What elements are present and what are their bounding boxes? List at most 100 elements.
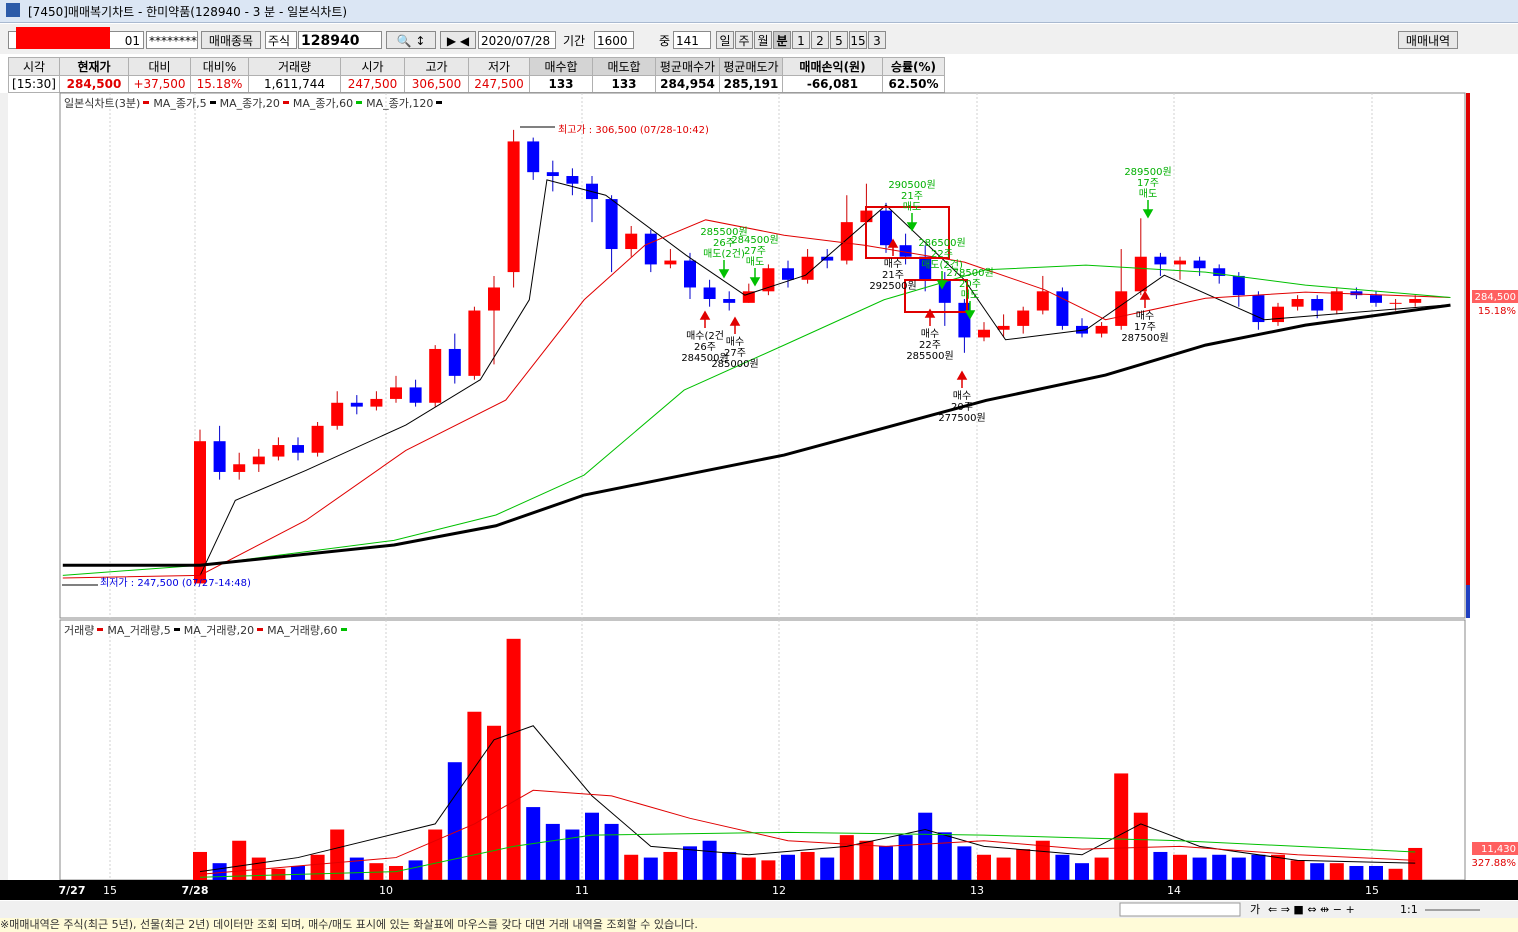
candle-body bbox=[507, 141, 520, 273]
candle-body bbox=[1134, 256, 1147, 292]
date[interactable]: 2020/07/28 bbox=[478, 31, 556, 49]
buy-label: 매수 bbox=[1136, 310, 1154, 322]
search-tools[interactable]: 🔍 ↕ bbox=[386, 31, 436, 49]
market[interactable]: 주식 bbox=[265, 31, 297, 49]
price-pct: 15.18% bbox=[1478, 306, 1516, 317]
code[interactable]: 128940 bbox=[298, 31, 382, 49]
candle-body bbox=[527, 141, 540, 173]
x-tick-label: 7/28 bbox=[182, 884, 209, 897]
ma-line bbox=[62, 303, 1451, 567]
volume-ma-line bbox=[199, 725, 1416, 873]
candle-body bbox=[233, 464, 246, 472]
legend-swatch bbox=[97, 628, 104, 631]
sell-label: 286500원 bbox=[918, 237, 965, 249]
unit-button[interactable]: 분 bbox=[773, 31, 791, 49]
footer: ※매매내역은 주식(최근 5년), 선물(최근 2년) 데이터만 조회 되며, … bbox=[0, 918, 1518, 932]
mid[interactable]: 141 bbox=[673, 31, 711, 49]
info-header: 매도합 bbox=[592, 57, 656, 76]
volume-bar bbox=[1369, 865, 1383, 880]
volume-bar bbox=[663, 851, 678, 880]
unit-button[interactable]: 주 bbox=[735, 31, 753, 49]
buy-label: 매수(2건 bbox=[686, 330, 724, 342]
sell-label: 22주 bbox=[931, 249, 953, 260]
candle-body bbox=[488, 287, 500, 311]
candle-body bbox=[997, 325, 1010, 330]
range-bar-red bbox=[1466, 93, 1470, 585]
buy-label: 26주 bbox=[694, 342, 716, 353]
scroll-label: 1:1 bbox=[1400, 903, 1418, 916]
unit-button[interactable]: 15 bbox=[849, 31, 867, 49]
volume-bar bbox=[1192, 857, 1207, 880]
info-value: 62.50% bbox=[882, 75, 945, 93]
info-value: 284,500 bbox=[59, 75, 129, 93]
volume-label: 11,430 bbox=[1481, 844, 1516, 855]
window-title: [7450]매매복기차트 - 한미약품(128940 - 3 분 - 일본식차트… bbox=[28, 5, 348, 19]
candle-body bbox=[390, 387, 402, 399]
buy-arrow bbox=[887, 238, 899, 256]
candle-body bbox=[1370, 295, 1382, 303]
candle-body bbox=[448, 348, 461, 376]
volume-bar bbox=[330, 829, 345, 880]
buy-arrow bbox=[956, 370, 968, 388]
volume-bar bbox=[781, 854, 795, 880]
period[interactable]: 1600 bbox=[594, 31, 634, 49]
legend-swatch bbox=[209, 101, 216, 104]
legend-swatch bbox=[173, 628, 180, 631]
scroll-thumb bbox=[1119, 902, 1241, 917]
volume-bar bbox=[937, 832, 952, 880]
candle-body bbox=[1213, 268, 1226, 276]
unit-button[interactable]: 2 bbox=[811, 31, 829, 49]
legend-label: 일본식차트(3분) bbox=[64, 97, 141, 110]
info-value: 285,191 bbox=[719, 75, 783, 93]
volume-bar bbox=[898, 835, 913, 880]
toolbar: 01 ******** 매매종목 주식 128940 🔍 ↕ ▶ ◀ 2020/… bbox=[0, 24, 1518, 54]
info-value: 284,954 bbox=[655, 75, 720, 93]
sell-label: 매도 bbox=[961, 289, 979, 301]
x-tick-label: 12 bbox=[772, 884, 786, 897]
volume-bar bbox=[1114, 773, 1129, 880]
volume-bar bbox=[349, 857, 364, 880]
volume-bar bbox=[1349, 865, 1364, 880]
candle-body bbox=[331, 402, 344, 426]
volume-bar bbox=[683, 846, 697, 880]
password[interactable]: ******** bbox=[146, 31, 198, 49]
buy-label: 20주 bbox=[951, 402, 973, 413]
candle-body bbox=[1232, 275, 1245, 296]
candle-body bbox=[919, 256, 932, 280]
volume-bar bbox=[761, 860, 776, 880]
nav-buttons[interactable]: ▶ ◀ bbox=[440, 31, 476, 49]
candle-body bbox=[664, 260, 677, 265]
buy-label: 285500원 bbox=[906, 350, 953, 362]
stock-button[interactable]: 매매종목 bbox=[201, 31, 261, 49]
ma-line bbox=[62, 219, 1451, 579]
volume-bar bbox=[506, 638, 521, 880]
unit-button[interactable]: 월 bbox=[754, 31, 772, 49]
sell-arrow bbox=[936, 271, 948, 290]
x-tick-label: 13 bbox=[970, 884, 984, 897]
x-tick-label: 10 bbox=[379, 884, 393, 897]
volume-bar bbox=[369, 863, 384, 880]
volume-bar bbox=[291, 865, 305, 880]
volume-bar bbox=[1329, 863, 1344, 880]
info-header: 승률(%) bbox=[882, 57, 945, 76]
volume-bar bbox=[918, 812, 933, 880]
unit-button[interactable]: 1 bbox=[792, 31, 810, 49]
buy-arrow bbox=[699, 310, 711, 328]
sell-label: 27주 bbox=[744, 246, 766, 257]
volume-bar bbox=[545, 823, 560, 880]
legend-swatch bbox=[436, 101, 443, 104]
info-value: 306,500 bbox=[404, 75, 469, 93]
unit-button[interactable]: 3 bbox=[868, 31, 886, 49]
unit-button[interactable]: 5 bbox=[830, 31, 848, 49]
left-gutter bbox=[0, 93, 8, 880]
legend-label: MA_종가,120 bbox=[366, 97, 434, 110]
candle-body bbox=[840, 222, 853, 261]
trade-history-button[interactable]: 매매내역 bbox=[1398, 31, 1458, 49]
volume-bar bbox=[1055, 854, 1070, 880]
sell-label: 21주 bbox=[901, 191, 923, 202]
sell-label: 매도 bbox=[746, 256, 764, 268]
buy-label: 매수 bbox=[953, 390, 971, 402]
unit-button[interactable]: 일 bbox=[716, 31, 734, 49]
sell-arrow bbox=[749, 268, 761, 287]
buy-label: 27주 bbox=[724, 348, 746, 359]
